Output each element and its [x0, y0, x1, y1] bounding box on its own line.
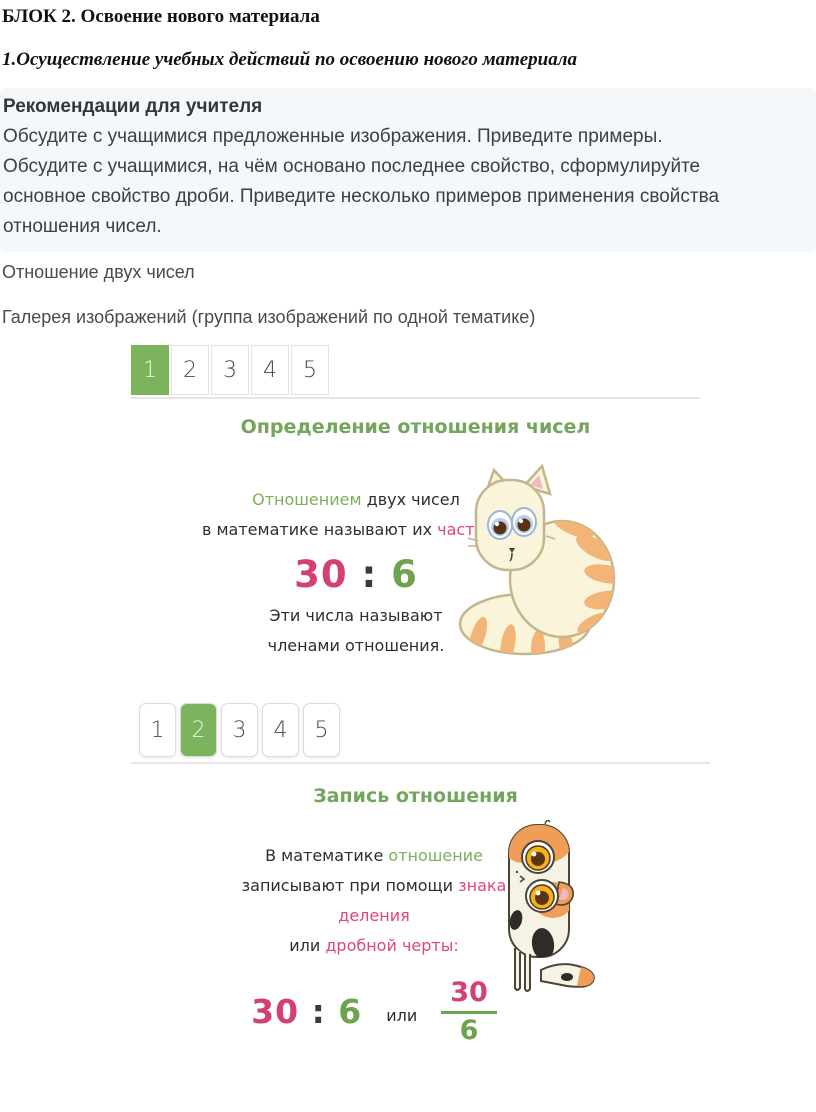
slide1-title: Определение отношения чисел [240, 416, 591, 438]
slide2-expression-row: 30 : 6 или 30 6 [214, 977, 534, 1046]
calico-cat-illustration [508, 820, 595, 992]
gallery2-tab-5[interactable]: 5 [303, 703, 340, 757]
gallery2-tab-1[interactable]: 1 [139, 703, 176, 757]
recommendations-heading: Рекомендации для учителя [3, 96, 263, 117]
slide2-line3-pink: дробной черты: [325, 936, 459, 955]
teacher-recommendations-box: Рекомендации для учителя Обсудите с учащ… [0, 88, 816, 252]
slide2-line2: записывают при помощи знака деления [214, 871, 534, 931]
slide2-expr-divider: : [299, 991, 339, 1031]
slide1-line1-green: Отношением [252, 490, 362, 509]
gallery2-tab-3[interactable]: 3 [221, 703, 258, 757]
gallery1-tab-4[interactable]: 4 [251, 345, 289, 395]
slide2-line3: или дробной черты: [214, 931, 534, 961]
cat1-head [467, 464, 556, 572]
slide2-line2-rest: записывают при помощи [241, 876, 459, 895]
recommendations-line: Обсудите с учащимися предложенные изобра… [3, 126, 663, 147]
gallery1-tab-bar: 1 2 3 4 5 [131, 345, 700, 399]
gallery-label: Галерея изображений (группа изображений … [2, 307, 536, 327]
slide2-fraction: 30 6 [441, 977, 497, 1046]
recommendations-line: основное свойство дроби. Приведите неско… [3, 186, 720, 207]
gallery2-tab-2[interactable]: 2 [180, 703, 217, 757]
slide1-expr-left: 30 [294, 553, 348, 596]
recommendations-line: отношения чисел. [3, 216, 162, 237]
slide1-line2-rest: в математике называют их [201, 520, 438, 539]
gallery2-tab-4[interactable]: 4 [262, 703, 299, 757]
gallery1-tab-1[interactable]: 1 [131, 345, 169, 395]
slide2-or-label: или [386, 1006, 418, 1025]
slide2-title: Запись отношения [313, 785, 518, 807]
slide2-expr-left: 30 [251, 991, 300, 1031]
slide1-expr-right: 6 [391, 553, 418, 596]
slide2-text: В математике отношение записывают при по… [214, 841, 534, 1046]
cream-tabby-cat-illustration [458, 464, 616, 656]
slide2-line3-rest: или [289, 936, 326, 955]
gallery1-tab-2[interactable]: 2 [171, 345, 209, 395]
slide2-line1-green: отношение [388, 846, 483, 865]
slide2-expression: 30 : 6 [251, 989, 362, 1035]
relation-label: Отношение двух чисел [2, 262, 195, 282]
gallery1-tab-3[interactable]: 3 [211, 345, 249, 395]
gallery1-tab-5[interactable]: 5 [291, 345, 329, 395]
fraction-denominator: 6 [459, 1015, 479, 1046]
slide1-expr-divider: : [347, 553, 392, 596]
slide2-line1-rest: В математике [265, 846, 389, 865]
slide1-line3: Эти числа называют [269, 606, 443, 625]
slide1-line4: членами отношения. [267, 636, 445, 655]
slide1-text: Отношением двух чисел в математике назыв… [201, 485, 511, 661]
slide1-line1: Отношением двух чисел [201, 485, 511, 515]
slide2-expr-right: 6 [338, 991, 363, 1031]
slide2-line2-pink: знака деления [338, 876, 507, 925]
slide1-expression: 30 : 6 [201, 552, 511, 598]
block-title: БЛОК 2. Освоение нового материала [2, 6, 320, 27]
gallery2-tab-bar: 1 2 3 4 5 [131, 703, 710, 764]
slide1-line1-rest: двух чисел [361, 490, 460, 509]
fraction-numerator: 30 [441, 977, 497, 1014]
section-title: 1.Осуществление учебных действий по осво… [2, 49, 577, 70]
recommendations-line: Обсудите с учащимися, на чём основано по… [3, 156, 701, 177]
slide2-line1: В математике отношение [214, 841, 534, 871]
